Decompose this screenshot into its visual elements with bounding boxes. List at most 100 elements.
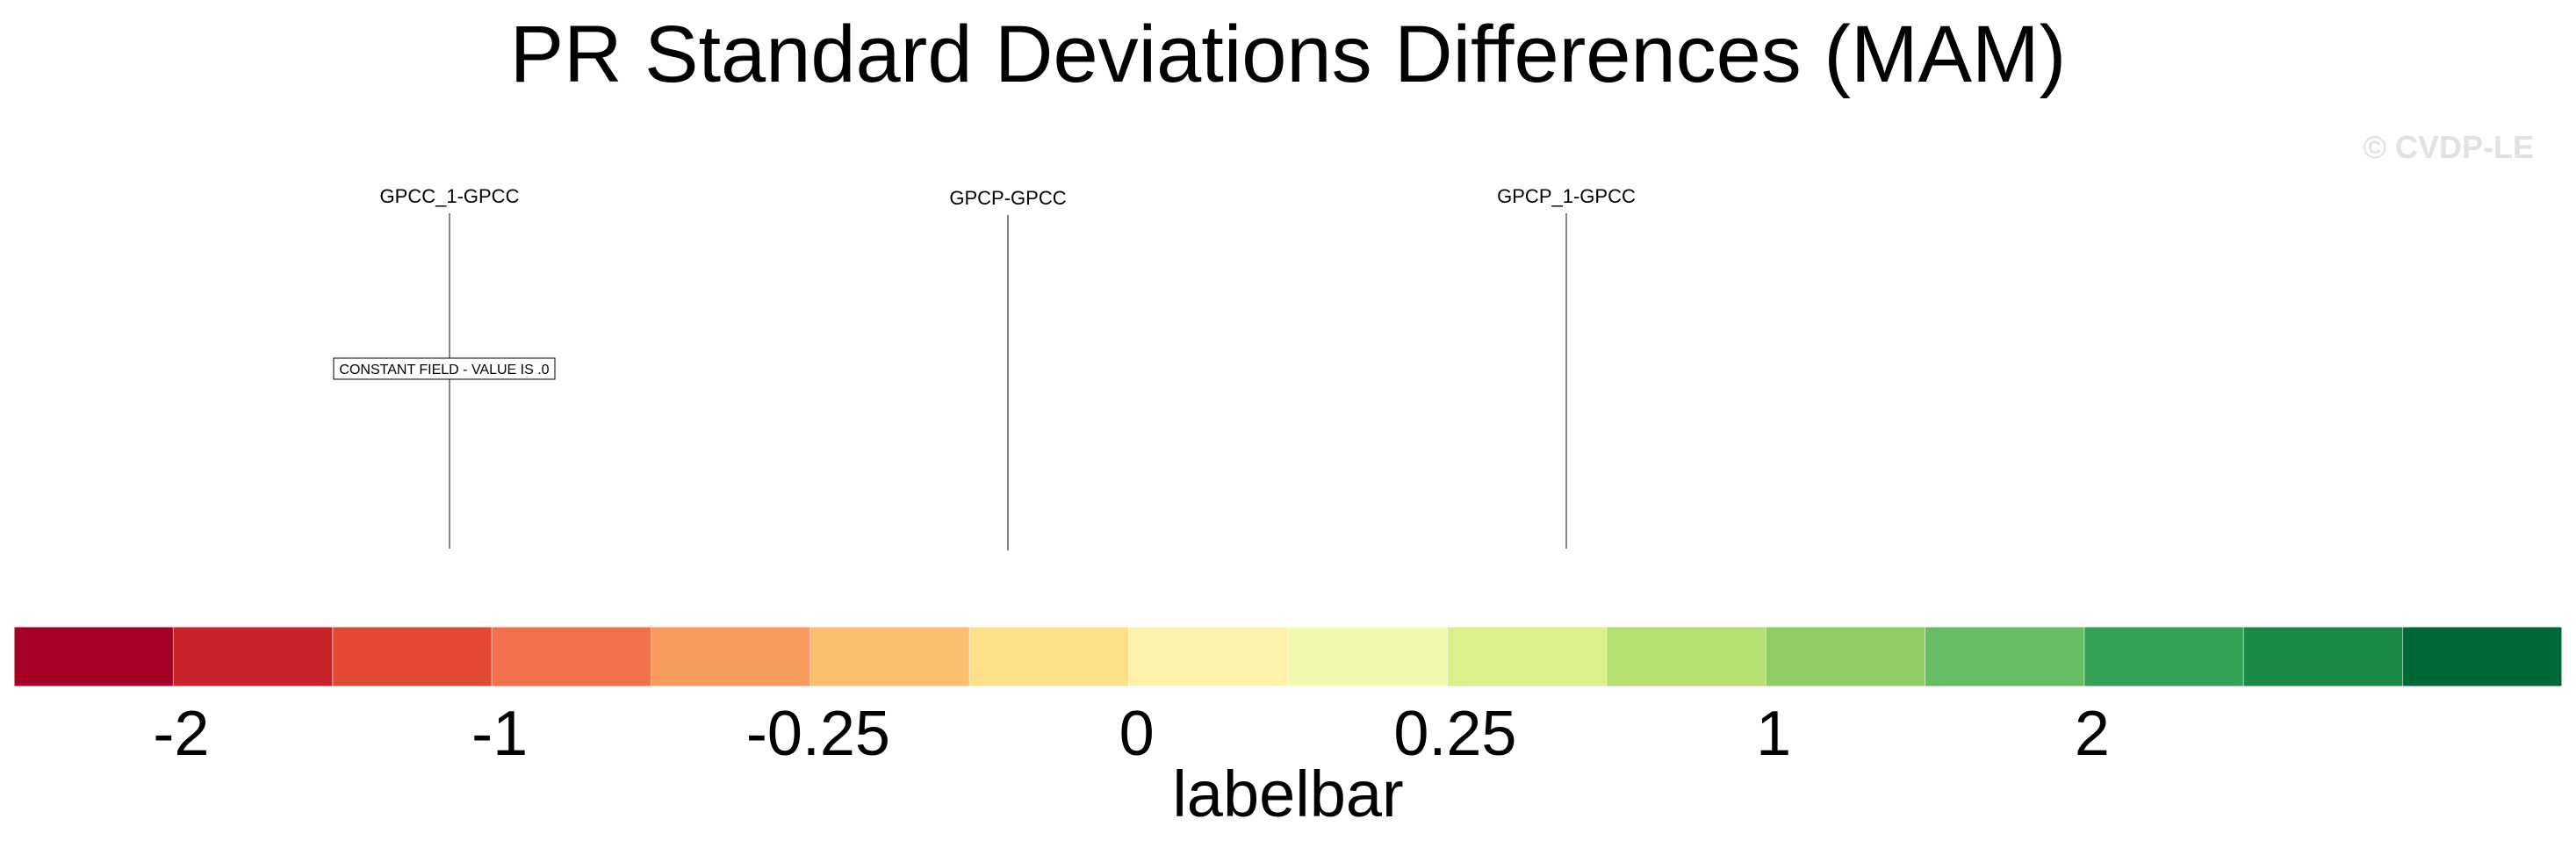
field-cell	[903, 311, 927, 329]
land-mass	[1356, 320, 1388, 354]
field-cell	[1722, 420, 1752, 457]
field-cell	[872, 326, 896, 348]
land-mass	[1438, 370, 1455, 393]
land-mass	[1781, 262, 1800, 277]
colorbar-frame	[13, 626, 2563, 687]
land-mass	[205, 230, 449, 379]
land-mass	[1578, 236, 1728, 364]
land-mass	[1702, 356, 1785, 492]
coastline	[1578, 236, 1728, 364]
panel-title: GPCP_1-GPCC	[1497, 185, 1636, 207]
land-mass	[682, 290, 704, 306]
coastline	[936, 291, 955, 319]
field-cell	[1690, 338, 1705, 349]
land-mass	[246, 408, 257, 433]
field-cell	[1438, 367, 1453, 382]
land-mass	[896, 395, 910, 399]
colorbar-tick-label: 0	[1119, 699, 1155, 769]
colorbar-swatch	[2402, 627, 2563, 686]
coastline	[1363, 408, 1374, 433]
coastline	[990, 454, 1005, 478]
land-mass	[1549, 452, 1564, 477]
coastline	[1477, 343, 1485, 366]
coastline	[896, 395, 910, 399]
land-mass	[910, 406, 968, 463]
land-mass	[1493, 383, 1522, 399]
coastline	[1469, 404, 1527, 462]
colorbar-swatch	[1288, 627, 1448, 686]
field-cell	[1708, 463, 1723, 485]
field-cell	[1708, 355, 1716, 366]
colorbar-swatch	[14, 627, 174, 686]
field-cell	[893, 377, 911, 396]
field-cell	[1617, 245, 1672, 271]
map-panel: GPCP-GPCC	[746, 187, 1279, 550]
coastline	[1296, 304, 1372, 454]
field-cell	[1409, 277, 1439, 298]
panel-title: GPCP-GPCC	[949, 187, 1066, 209]
land-mass	[461, 236, 611, 364]
coastline	[1781, 262, 1800, 277]
coastline	[804, 410, 816, 435]
colorbar-swatch	[492, 627, 652, 686]
colorbar-tick-label: -2	[153, 699, 209, 769]
colorbar-swatch	[651, 627, 811, 686]
land-mass	[1363, 408, 1374, 433]
field-cell	[1461, 309, 1486, 327]
field-cell	[1466, 384, 1491, 395]
field-cell	[880, 369, 895, 384]
land-mass	[1322, 230, 1565, 379]
field-cell	[1149, 465, 1164, 487]
field-cell	[1311, 377, 1353, 406]
land-mass	[880, 372, 896, 395]
land-mass	[664, 262, 683, 277]
land-mass	[179, 304, 255, 454]
coastline	[901, 368, 916, 391]
field-cell	[833, 250, 894, 269]
land-mass	[1117, 221, 1171, 259]
land-mass	[1477, 343, 1485, 366]
colorbar-swatch	[1606, 627, 1767, 686]
coastline	[934, 384, 963, 401]
land-mass	[1469, 404, 1527, 462]
colorbar-tick-label: 2	[2075, 699, 2110, 769]
field-cell	[881, 312, 917, 338]
land-mass	[843, 333, 872, 366]
field-cell	[1162, 373, 1216, 425]
land-mass	[1675, 219, 1730, 257]
field-cell	[1439, 310, 1475, 336]
land-mass	[1244, 305, 1279, 372]
field-cell	[959, 243, 989, 258]
field-cell	[912, 412, 954, 438]
coastline	[1549, 452, 1564, 477]
field-cell	[1132, 340, 1147, 351]
field-cell	[779, 357, 800, 376]
field-cell	[1404, 320, 1434, 338]
field-cell	[946, 436, 968, 455]
land-mass	[376, 383, 405, 399]
field-cell	[1497, 384, 1518, 399]
colorbar-swatch	[969, 627, 1130, 686]
field-cell	[746, 351, 782, 373]
field-texture	[1304, 241, 1787, 486]
field-cell	[1505, 435, 1526, 453]
land-mass	[1222, 263, 1241, 279]
field-cell	[1304, 370, 1322, 400]
coastline	[1802, 304, 1838, 370]
land-mass	[990, 454, 1005, 478]
coastline	[1455, 393, 1469, 398]
coastline	[1019, 238, 1169, 366]
field-cell	[1666, 291, 1696, 313]
coastline	[1459, 366, 1474, 389]
land-mass	[586, 356, 668, 492]
field-cell	[1337, 356, 1358, 374]
field-cell	[1455, 248, 1509, 267]
colorbar-tick-label: 0.25	[1393, 699, 1516, 769]
colorbar-swatch	[173, 627, 334, 686]
land-mass	[1296, 304, 1372, 454]
field-cell	[1721, 372, 1751, 402]
field-cell	[1601, 245, 1637, 263]
land-mass	[1401, 331, 1430, 364]
constant-field-note: CONSTANT FIELD - VALUE IS .0	[339, 363, 549, 377]
